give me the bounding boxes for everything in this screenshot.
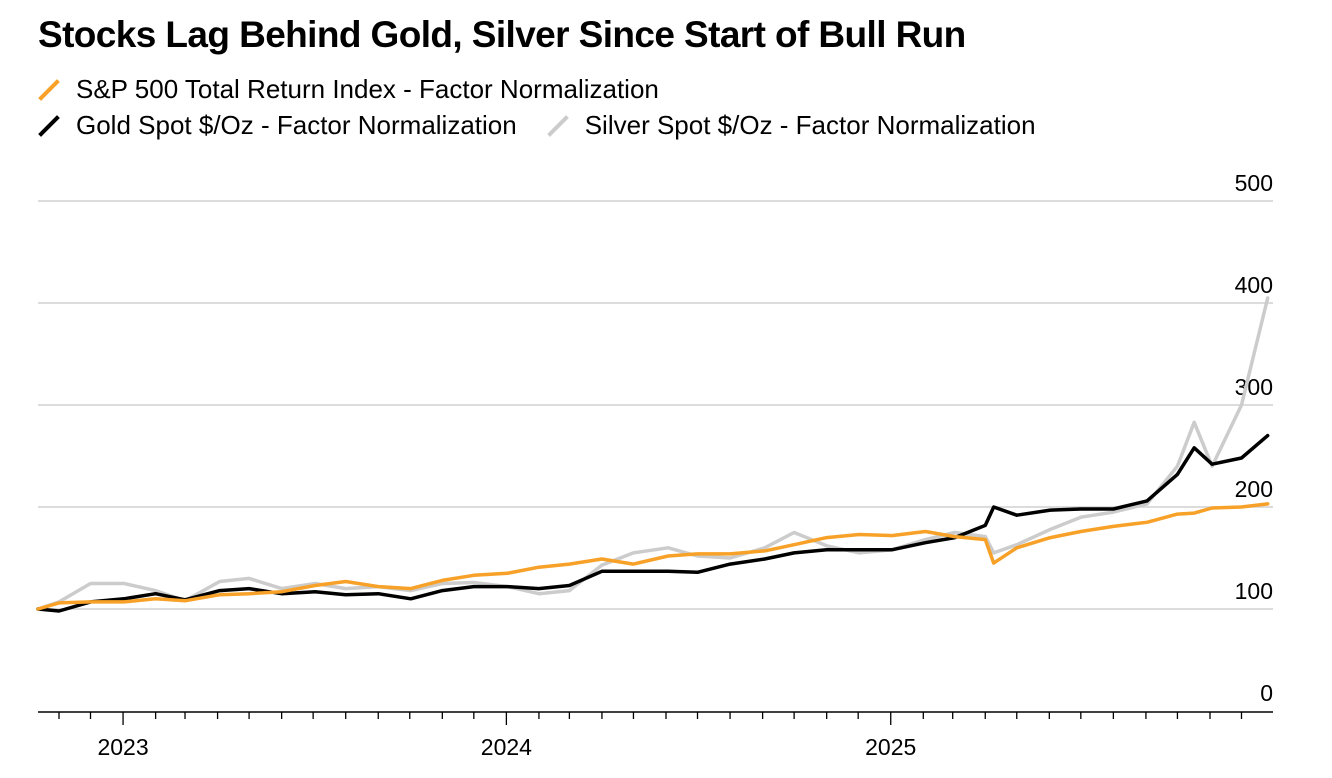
legend-swatch-gold: [38, 114, 60, 137]
legend-swatch-sp500: [38, 78, 60, 101]
series-line-sp500: [36, 502, 1270, 611]
chart-title: Stocks Lag Behind Gold, Silver Since Sta…: [38, 14, 966, 55]
series-line-gold: [36, 433, 1270, 613]
y-tick-label-200: 200: [1235, 476, 1273, 502]
legend-item-silver: Silver Spot $/Oz - Factor Normalization: [546, 110, 1036, 141]
y-tick-label-100: 100: [1235, 578, 1273, 604]
series-line-silver: [36, 296, 1270, 611]
x-tick-label-2025: 2025: [865, 734, 916, 760]
y-tick-label-300: 300: [1235, 374, 1273, 400]
y-tick-label-400: 400: [1235, 272, 1273, 298]
y-tick-label-0: 0: [1260, 680, 1273, 706]
y-tick-label-500: 500: [1235, 170, 1273, 196]
legend-row-2: Gold Spot $/Oz - Factor Normalization Si…: [38, 110, 1066, 141]
legend-label-gold: Gold Spot $/Oz - Factor Normalization: [76, 110, 517, 140]
legend-item-gold: Gold Spot $/Oz - Factor Normalization: [38, 110, 517, 141]
legend-row-1: S&P 500 Total Return Index - Factor Norm…: [38, 74, 689, 105]
legend-swatch-silver: [546, 114, 569, 137]
legend-label-sp500: S&P 500 Total Return Index - Factor Norm…: [76, 74, 659, 104]
legend-item-sp500: S&P 500 Total Return Index - Factor Norm…: [38, 74, 659, 105]
x-tick-label-2023: 2023: [97, 734, 148, 760]
x-tick-label-2024: 2024: [481, 734, 532, 760]
legend-label-silver: Silver Spot $/Oz - Factor Normalization: [584, 110, 1036, 140]
